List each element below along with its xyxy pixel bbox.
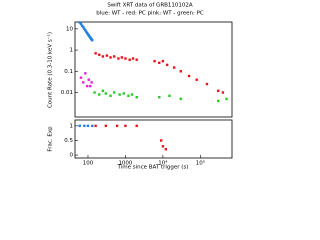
data-point [161, 145, 165, 148]
data-point [78, 124, 81, 128]
data-point [105, 54, 109, 57]
data-point [135, 96, 138, 99]
data-point [130, 93, 134, 96]
data-point [127, 94, 130, 97]
data-point [179, 70, 182, 73]
data-point [93, 91, 96, 94]
data-point [85, 84, 89, 88]
data-point [104, 124, 108, 128]
y-tick-label: 1 [70, 48, 74, 54]
data-point [217, 89, 220, 93]
data-point [82, 25, 85, 29]
data-point [98, 93, 101, 96]
data-point [225, 97, 228, 101]
data-point [91, 39, 94, 42]
y-tick-label: 0.5 [64, 138, 73, 144]
y-tick-label: 0 [70, 153, 74, 159]
data-point [124, 57, 127, 60]
chart: Swift XRT data of GRB110102A blue: WT - … [47, 3, 233, 171]
data-point [153, 59, 156, 63]
data-point [161, 59, 165, 63]
data-point [217, 99, 220, 103]
data-point [205, 82, 209, 86]
x-tick-label: 10⁴ [158, 160, 168, 167]
data-point [90, 81, 93, 84]
data-point [135, 124, 138, 128]
x-tick-label: 100 [83, 161, 94, 167]
y-axis-label: Count Rate (0.3-10 keV s⁻¹) [47, 32, 54, 108]
data-point [101, 89, 105, 93]
data-point [128, 58, 131, 61]
data-point [94, 124, 97, 128]
y-tick-label: 0.01 [61, 90, 73, 96]
data-point [86, 124, 90, 128]
data-point [131, 57, 135, 60]
data-point [101, 55, 105, 58]
data-point [124, 124, 127, 128]
data-point [84, 72, 87, 75]
data-point [98, 53, 101, 56]
data-point [158, 96, 161, 99]
chart-subtitle: blue: WT - red: PC pink: WT - green: PC [96, 11, 204, 17]
x-tick-label: 10⁵ [196, 160, 205, 167]
x-axis-label: Time since BAT trigger (s) [117, 165, 189, 171]
data-point [78, 21, 81, 24]
data-point [80, 24, 84, 27]
chart-title: Swift XRT data of GRB110102A [107, 3, 193, 9]
data-point [83, 27, 86, 31]
data-point [117, 57, 120, 60]
y-tick-label: 10 [66, 26, 73, 32]
data-point [165, 63, 169, 67]
data-point [159, 139, 163, 142]
data-point [109, 56, 112, 59]
data-point [118, 93, 121, 96]
plot-frame [74, 21, 233, 118]
data-point [104, 92, 108, 95]
data-point [84, 29, 87, 32]
data-point [112, 55, 116, 58]
data-point [85, 31, 89, 35]
data-point [187, 74, 191, 78]
data-point [79, 22, 83, 26]
y-tick-label: 1 [70, 123, 74, 129]
data-point [221, 91, 225, 94]
data-point [91, 124, 94, 128]
data-point [85, 30, 88, 33]
data-point [164, 148, 168, 151]
data-point [135, 58, 138, 61]
data-point [120, 56, 124, 59]
data-point [112, 91, 116, 94]
data-point [115, 124, 119, 128]
x-tick-label: 1000 [118, 161, 132, 167]
data-point [82, 81, 85, 84]
data-point [172, 66, 176, 69]
data-point [179, 97, 182, 101]
data-point [109, 94, 112, 97]
y-axis-label: Frac. Exp [48, 126, 54, 152]
data-point [79, 76, 83, 79]
plot-frame [74, 119, 233, 159]
data-point [89, 84, 92, 88]
data-point [83, 124, 86, 128]
data-point [94, 52, 97, 55]
data-point [168, 94, 171, 97]
data-point [87, 34, 90, 37]
y-tick-label: 0.1 [64, 69, 73, 75]
data-point [87, 78, 90, 81]
data-point [195, 78, 198, 81]
data-point [158, 61, 161, 65]
data-point [122, 92, 125, 95]
